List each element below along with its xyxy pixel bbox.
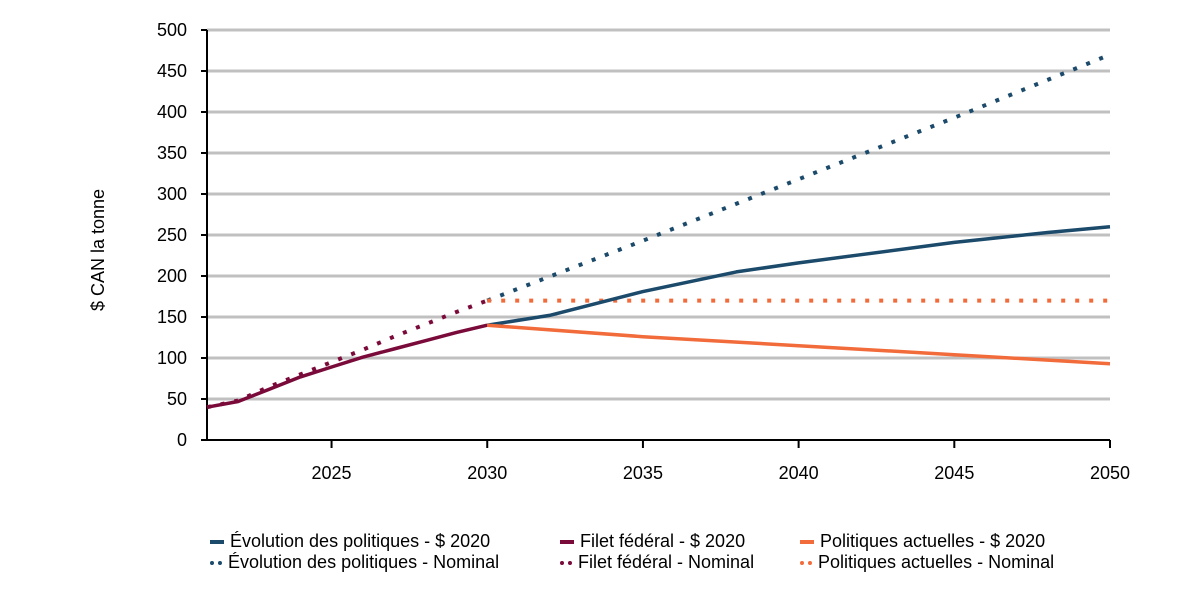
legend-label: Politiques actuelles - $ 2020 xyxy=(820,531,1046,551)
legend-label: Filet fédéral - $ 2020 xyxy=(580,531,746,551)
y-tick-label: 0 xyxy=(177,430,187,450)
gridlines xyxy=(207,28,1110,401)
y-tick-label: 300 xyxy=(157,184,187,204)
series-line-evolution-des-politiques-2020 xyxy=(486,225,1111,327)
legend-item: Politiques actuelles - $ 2020 xyxy=(800,531,1100,552)
y-axis-label: $ CAN la tonne xyxy=(88,189,108,311)
legend-swatch xyxy=(210,539,224,544)
y-tick-label: 100 xyxy=(157,348,187,368)
x-tick-label: 2045 xyxy=(934,463,974,483)
x-tick-label: 2035 xyxy=(623,463,663,483)
axes xyxy=(201,29,1111,448)
legend-label: Politiques actuelles - Nominal xyxy=(818,552,1055,572)
legend-item: Filet fédéral - Nominal xyxy=(560,552,800,573)
y-tick-label: 50 xyxy=(167,389,187,409)
y-tick-label: 450 xyxy=(157,61,187,81)
legend-item: Évolution des politiques - $ 2020 xyxy=(210,531,560,552)
y-tick-label: 250 xyxy=(157,225,187,245)
y-tick-label: 500 xyxy=(157,20,187,40)
legend-item: Politiques actuelles - Nominal xyxy=(800,552,1100,573)
legend: Évolution des politiques - $ 2020 Filet f… xyxy=(210,531,1170,573)
y-tick-label: 200 xyxy=(157,266,187,286)
series-lines xyxy=(206,52,1111,410)
series-line-filet-federal-2020 xyxy=(206,323,488,409)
tick-labels: 0 50 100 150 200 250 300 350 400 450 500 2025 2030 20… xyxy=(157,20,1130,483)
legend-item: Évolution des politiques - Nominal xyxy=(210,552,560,573)
x-tick-label: 2050 xyxy=(1090,463,1130,483)
legend-label: Filet fédéral - Nominal xyxy=(578,552,755,572)
x-tick-label: 2040 xyxy=(779,463,819,483)
legend-swatch xyxy=(800,539,814,544)
legend-swatch xyxy=(560,539,574,544)
legend-swatch xyxy=(210,560,222,565)
y-tick-label: 350 xyxy=(157,143,187,163)
y-tick-label: 150 xyxy=(157,307,187,327)
x-tick-label: 2030 xyxy=(467,463,507,483)
x-tick-label: 2025 xyxy=(312,463,352,483)
legend-label: Évolution des politiques - $ 2020 xyxy=(230,531,491,551)
y-tick-label: 400 xyxy=(157,102,187,122)
legend-swatch xyxy=(560,560,572,565)
series-line-politiques-actuelles-2020 xyxy=(487,323,1111,366)
legend-label: Évolution des politiques - Nominal xyxy=(228,552,500,572)
legend-swatch xyxy=(800,560,812,565)
legend-item: Filet fédéral - $ 2020 xyxy=(560,531,800,552)
